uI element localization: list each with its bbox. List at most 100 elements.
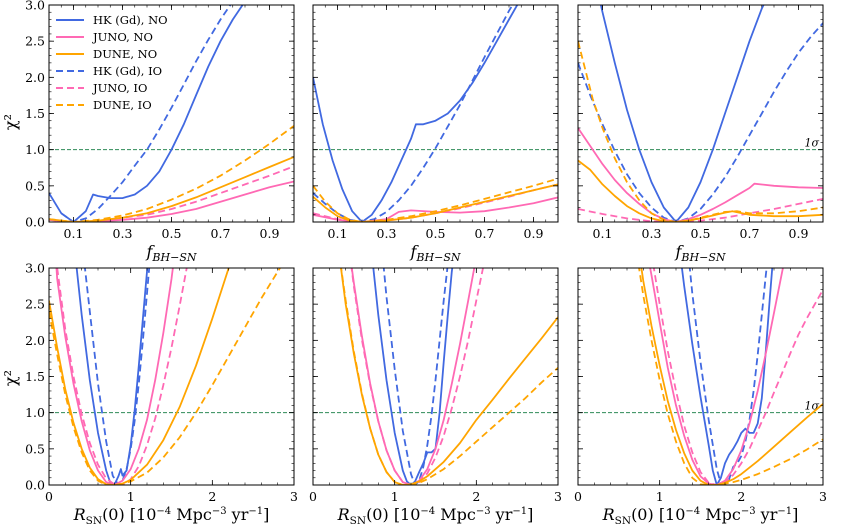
legend-entry: JUNO, NO — [92, 30, 153, 44]
plot-frame — [48, 267, 295, 486]
x-tick-label: 0.7 — [475, 226, 495, 241]
x-axis-label-rsn: RSN(0) [10−4 Mpc−3 yr−1] — [337, 505, 534, 527]
panel-0-2: 1σ 0.1 0.3 0.5 0.7 0.9 — [577, 4, 824, 241]
series-dune-io-line — [313, 177, 558, 222]
series-hk-no-line — [313, 5, 519, 222]
series-juno-no-line — [649, 268, 784, 485]
legend-entry: HK (Gd), NO — [93, 13, 168, 27]
y-tick-label: 2.0 — [25, 70, 45, 85]
y-axis-label-bottom: χ² — [1, 370, 20, 386]
series-juno-no-line — [578, 127, 823, 222]
x-tick-label: 3 — [819, 489, 827, 504]
series-hk-io-line — [84, 268, 151, 485]
series-hk-io-line — [60, 5, 232, 222]
legend-entry: DUNE, IO — [93, 98, 152, 112]
x-axis-label-rsn: RSN(0) [10−4 Mpc−3 yr−1] — [602, 505, 799, 527]
series-dune-io-line — [340, 268, 558, 485]
x-tick-label: 0.3 — [642, 226, 662, 241]
x-tick-label: 0.5 — [691, 226, 711, 241]
x-tick-label: 0.7 — [211, 226, 231, 241]
panel-0-1: 0.1 0.3 0.5 0.7 0.9 — [312, 4, 559, 241]
x-tick-label: 0.9 — [789, 226, 809, 241]
legend-entry: HK (Gd), IO — [93, 64, 162, 78]
series-juno-io-line — [313, 183, 558, 222]
x-tick-label: 2 — [737, 489, 745, 504]
series-hk-io-line — [382, 268, 449, 485]
x-tick-label: 0.3 — [113, 226, 133, 241]
series-dune-io-line — [49, 125, 294, 222]
series-hk-io-line — [578, 22, 823, 222]
y-tick-label: 1.5 — [25, 369, 45, 384]
x-tick-label: 0.5 — [162, 226, 182, 241]
plot-frame — [577, 4, 824, 223]
panel-0-0: 0.0 0.5 1.0 1.5 2.0 2.5 3.0 0.1 0.3 0.5 0.7 0.9 — [25, 0, 295, 241]
y-tick-label: 2.5 — [25, 34, 45, 49]
legend-entry: DUNE, NO — [93, 47, 157, 61]
y-tick-label: 1.0 — [25, 405, 45, 420]
sigma-label: 1σ — [804, 400, 819, 413]
legend-entry: JUNO, IO — [92, 81, 147, 95]
series-dune-io-line — [638, 268, 823, 485]
x-axis-label-f-bh-sn: fBH−SN — [410, 242, 461, 264]
y-tick-label: 0.0 — [25, 478, 45, 493]
x-tick-label: 0.5 — [426, 226, 446, 241]
x-tick-label: 2 — [472, 489, 480, 504]
series-dune-no-line — [340, 268, 558, 485]
y-tick-label: 0.0 — [25, 215, 45, 230]
series-juno-io-line — [652, 268, 823, 485]
legend: HK (Gd), NO JUNO, NO DUNE, NO HK (Gd), IO JU… — [56, 13, 168, 112]
panels: 0.00.51.01.52.02.53.00.1 0.3 0.5 0.7 0.9 0.1 0… — [25, 0, 827, 504]
series-hk-no-line — [49, 5, 244, 222]
x-tick-label: 0.1 — [64, 226, 84, 241]
top-x-axis-labels: fBH−SN fBH−SN fBH−SN — [146, 242, 726, 264]
x-tick-label: 0.1 — [328, 226, 348, 241]
panel-1-1: 0 1 2 3 — [309, 267, 562, 504]
y-tick-label: 0.5 — [25, 441, 45, 456]
series-dune-no-line — [49, 268, 230, 485]
series-dune-no-line — [640, 268, 823, 485]
plot-frame — [577, 267, 824, 486]
x-tick-label: 0 — [45, 489, 53, 504]
y-tick-label: 2.5 — [25, 297, 45, 312]
x-tick-label: 2 — [208, 489, 216, 504]
series-dune-no-line — [49, 156, 294, 222]
plot-frame — [48, 4, 295, 223]
sigma-label: 1σ — [804, 137, 819, 150]
x-tick-label: 3 — [554, 489, 562, 504]
series-juno-io-line — [56, 268, 188, 485]
x-axis-label-f-bh-sn: fBH−SN — [146, 242, 197, 264]
series-juno-no-line — [350, 268, 476, 485]
x-tick-label: 0.9 — [524, 226, 544, 241]
x-tick-label: 1 — [127, 489, 135, 504]
x-tick-label: 1 — [656, 489, 664, 504]
x-tick-label: 1 — [391, 489, 399, 504]
y-tick-label: 1.5 — [25, 106, 45, 121]
x-tick-label: 3 — [290, 489, 298, 504]
series-dune-no-line — [313, 183, 558, 222]
panel-1-0: 0.0 0.5 1.0 1.5 2.0 2.5 3.0 0 1 2 3 — [25, 261, 298, 505]
y-axis-label-top: χ² — [1, 114, 20, 130]
series-hk-no-line — [681, 268, 774, 485]
series-juno-io-line — [49, 165, 294, 222]
x-axis-label-f-bh-sn: fBH−SN — [675, 242, 726, 264]
x-tick-label: 0.9 — [260, 226, 280, 241]
y-tick-label: 1.0 — [25, 142, 45, 157]
x-tick-label: 0.3 — [377, 226, 397, 241]
bottom-x-axis-labels: RSN(0) [10−4 Mpc−3 yr−1] RSN(0) [10−4 Mpc… — [73, 505, 799, 527]
series-hk-io-line — [688, 268, 768, 485]
series-hk-no-line — [75, 268, 149, 485]
y-tick-label: 0.5 — [25, 178, 45, 193]
series-juno-no-line — [55, 268, 174, 485]
series-dune-io-line — [578, 40, 823, 222]
y-tick-label: 3.0 — [25, 0, 45, 13]
x-axis-label-rsn: RSN(0) [10−4 Mpc−3 yr−1] — [73, 505, 270, 527]
series-dune-no-line — [578, 159, 823, 222]
x-tick-label: 0.7 — [740, 226, 760, 241]
y-tick-label: 3.0 — [25, 261, 45, 276]
x-tick-label: 0.1 — [593, 226, 613, 241]
x-tick-label: 0 — [574, 489, 582, 504]
panel-1-2: 1σ 0 1 2 3 — [574, 267, 827, 504]
series-juno-no-line — [49, 180, 294, 222]
series-hk-no-line — [599, 5, 765, 222]
